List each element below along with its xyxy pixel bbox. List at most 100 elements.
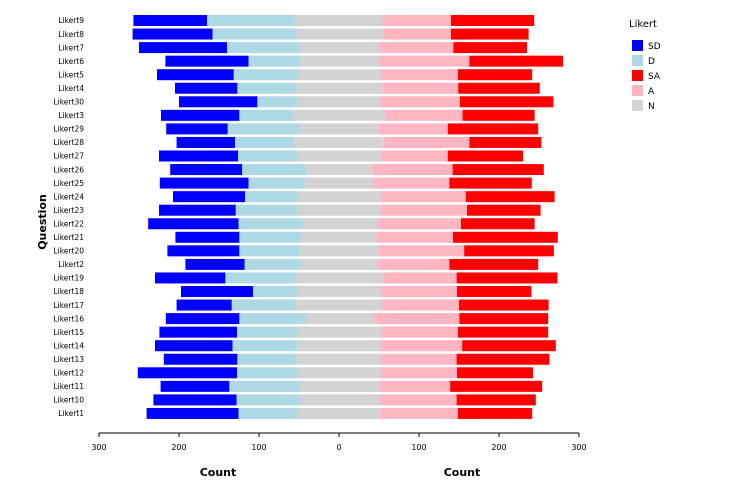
bar-likert27-n <box>297 150 381 162</box>
x-axis: 300 200 100 0 100 200 300 <box>91 432 587 452</box>
bar-likert28-sd <box>176 136 235 148</box>
bar-likert25-sa <box>449 177 532 189</box>
legend-swatch-sd <box>632 40 643 51</box>
bar-likert28-d <box>235 136 295 148</box>
bar-likert13-d <box>237 353 297 365</box>
category-label: Likert10 <box>53 396 84 405</box>
category-label: Likert8 <box>58 30 84 39</box>
bar-likert2-n <box>300 258 378 270</box>
bar-likert2-sd <box>185 258 245 270</box>
bar-likert6-a <box>379 55 470 67</box>
bar-likert18-n <box>297 286 381 297</box>
legend-label-a: A <box>648 87 655 97</box>
category-label: Likert6 <box>58 57 84 66</box>
x-tick-label: 0 <box>336 443 341 452</box>
bar-likert22-d <box>238 218 301 230</box>
bar-likert4-a <box>382 82 459 94</box>
bar-likert24-n <box>297 191 381 203</box>
bar-likert16-d <box>239 313 305 325</box>
category-label: Likert18 <box>53 287 84 296</box>
bar-likert30-sd <box>179 96 258 108</box>
category-label: Likert27 <box>53 152 84 161</box>
bar-likert24-d <box>245 191 297 203</box>
bar-likert12-sd <box>137 367 237 379</box>
legend-label-sd: SD <box>648 42 661 52</box>
x-tick-label: 300 <box>571 443 586 452</box>
bar-likert15-d <box>237 326 297 338</box>
bar-likert14-sd <box>155 340 233 352</box>
bar-likert15-n <box>297 326 381 338</box>
bar-likert17-d <box>231 299 296 311</box>
bar-likert8-sa <box>451 28 529 40</box>
bar-likert25-d <box>248 177 305 189</box>
bar-likert29-a <box>378 123 448 135</box>
bar-likert11-a <box>379 380 451 392</box>
bar-likert4-sd <box>175 82 238 94</box>
category-label: Likert13 <box>53 355 84 364</box>
bar-likert17-sa <box>459 299 549 311</box>
bar-likert14-n <box>297 340 381 352</box>
bar-likert9-sd <box>133 15 207 26</box>
bar-likert22-n <box>301 218 377 230</box>
bar-likert19-a <box>383 272 457 284</box>
category-label: Likert21 <box>53 233 84 242</box>
bar-likert2-d <box>244 258 301 270</box>
category-label: Likert22 <box>53 219 84 228</box>
bar-likert3-a <box>385 109 463 121</box>
bar-likert15-sd <box>159 326 237 338</box>
bar-likert20-a <box>378 245 465 257</box>
bar-likert23-n <box>297 204 381 216</box>
bar-likert24-a <box>381 191 466 203</box>
category-label: Likert12 <box>53 369 84 378</box>
x-axis-title-left: Count <box>200 466 237 479</box>
bar-likert10-d <box>236 394 299 406</box>
bar-likert5-sd <box>157 69 234 81</box>
bar-likert18-sa <box>457 286 532 297</box>
y-axis-title: Question <box>36 194 49 250</box>
bar-likert10-a <box>379 394 457 406</box>
category-label: Likert4 <box>58 84 84 93</box>
category-label: Likert7 <box>58 43 84 52</box>
category-label: Likert2 <box>58 260 84 269</box>
bar-likert4-d <box>237 82 296 94</box>
bar-likert13-a <box>381 353 457 365</box>
bar-likert3-d <box>239 109 293 121</box>
category-label: Likert28 <box>53 138 84 147</box>
bar-likert1-n <box>297 407 381 419</box>
legend-swatch-n <box>632 100 643 111</box>
bar-likert23-sd <box>159 204 236 216</box>
bar-likert10-n <box>299 394 379 406</box>
bar-likert17-a <box>382 299 459 311</box>
bar-likert12-n <box>297 367 381 379</box>
category-label: Likert5 <box>58 70 84 79</box>
bar-likert14-a <box>380 340 463 352</box>
bar-likert1-sd <box>146 407 239 419</box>
bar-likert26-n <box>306 164 372 176</box>
bar-likert3-sd <box>161 109 240 121</box>
bar-likert11-n <box>299 380 379 392</box>
bar-likert1-d <box>238 407 298 419</box>
legend-swatch-d <box>632 55 643 66</box>
bar-likert29-sa <box>447 123 539 135</box>
bar-likert10-sa <box>456 394 536 406</box>
bar-likert7-sa <box>453 42 527 54</box>
bar-likert16-sd <box>165 313 240 325</box>
bar-likert21-a <box>376 231 453 243</box>
bar-likert5-sa <box>457 69 533 81</box>
category-label: Likert30 <box>53 98 84 107</box>
bar-likert18-a <box>381 286 457 297</box>
bar-likert8-d <box>212 28 295 40</box>
legend-label-sa: SA <box>648 72 661 82</box>
category-label: Likert14 <box>53 341 84 350</box>
bar-likert7-sd <box>139 42 227 54</box>
bar-likert6-n <box>299 55 379 67</box>
bar-likert10-sd <box>153 394 237 406</box>
x-tick-label: 100 <box>411 443 426 452</box>
bar-likert13-sd <box>163 353 238 365</box>
category-label: Likert19 <box>53 274 84 283</box>
bar-likert20-n <box>299 245 379 257</box>
bar-likert16-n <box>305 313 373 325</box>
bar-likert20-d <box>239 245 300 257</box>
bar-likert18-d <box>253 286 297 297</box>
bar-likert3-n <box>293 109 385 121</box>
